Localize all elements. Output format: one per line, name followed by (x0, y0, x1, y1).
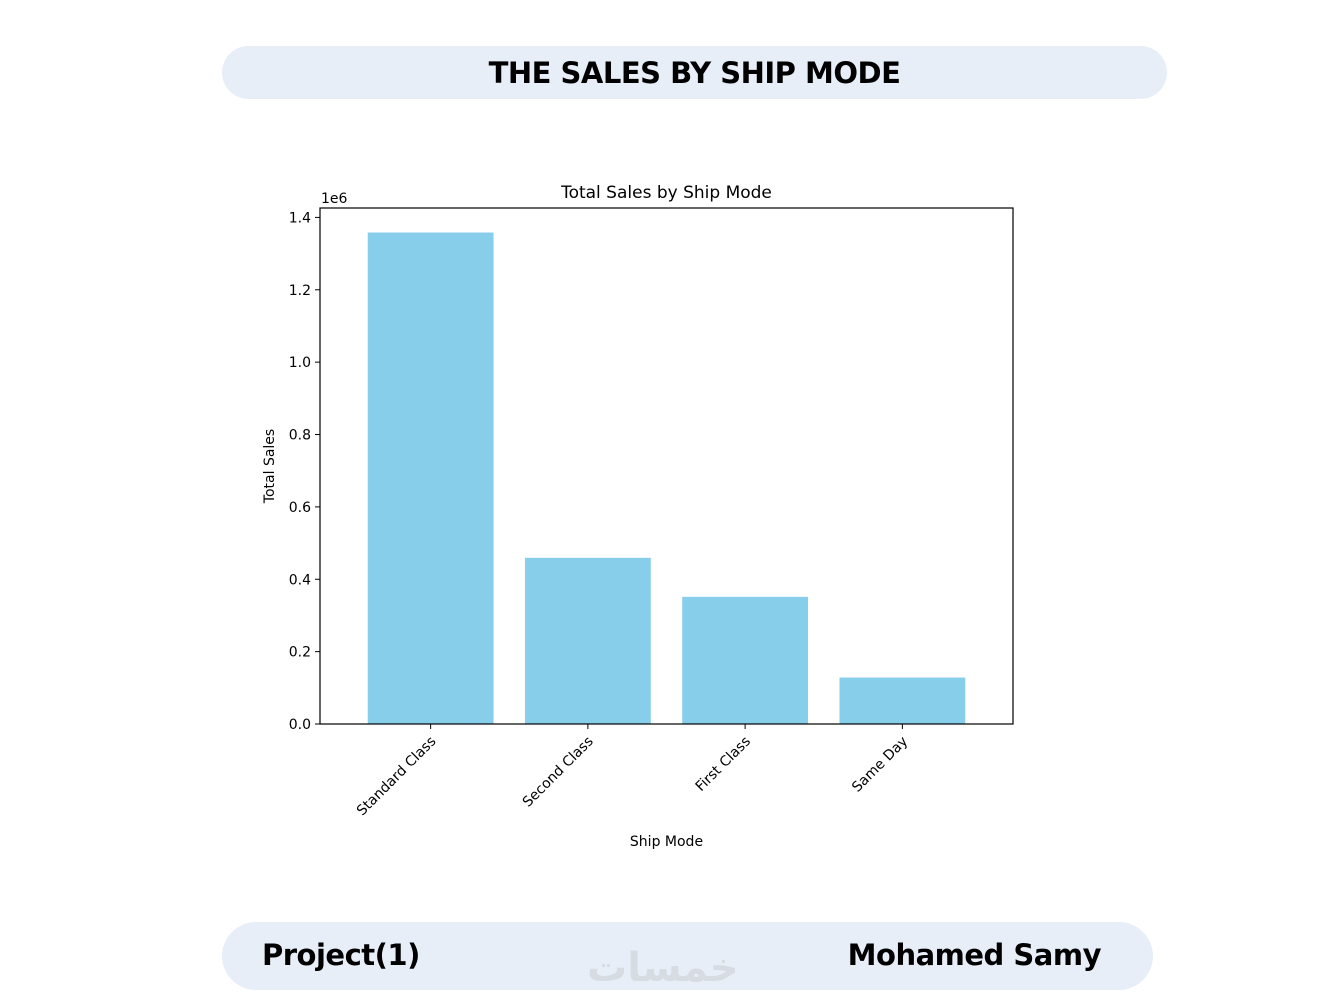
bar-same-day (839, 677, 966, 724)
footer-banner: Project(1) خمسات Mohamed Samy (222, 922, 1153, 991)
plot-frame (319, 207, 1014, 725)
project-label: Project(1) (262, 938, 420, 972)
y-tick-label: 1.2 (289, 283, 311, 299)
header-banner: THE SALES BY SHIP MODE (222, 46, 1167, 99)
y-axis-label: Total Sales (262, 429, 278, 504)
y-tick-label: 0.6 (289, 500, 311, 516)
author-name: Mohamed Samy (847, 938, 1102, 972)
y-tick-label: 1.0 (289, 355, 311, 371)
y-tick-label: 0.8 (289, 428, 311, 444)
bar-chart: Total Sales by Ship Mode 1e6 Total Sales… (262, 183, 1014, 850)
bar-first-class (682, 596, 809, 724)
watermark-logo: خمسات (587, 945, 739, 991)
bar-second-class (524, 557, 651, 724)
x-axis-label: Ship Mode (630, 834, 703, 850)
x-tick-label: Same Day (849, 734, 911, 796)
x-tick-label: Standard Class (354, 734, 440, 820)
x-tick-label: Second Class (520, 734, 597, 811)
y-tick-label: 0.0 (289, 717, 311, 733)
chart-title: Total Sales by Ship Mode (560, 183, 772, 203)
y-axis-offset-label: 1e6 (321, 191, 348, 207)
bar-standard-class (367, 232, 494, 725)
y-tick-label: 1.4 (289, 210, 311, 226)
x-tick-label: First Class (693, 734, 754, 795)
page-title: THE SALES BY SHIP MODE (488, 55, 901, 90)
y-tick-label: 0.2 (289, 645, 311, 661)
y-tick-label: 0.4 (289, 572, 311, 588)
